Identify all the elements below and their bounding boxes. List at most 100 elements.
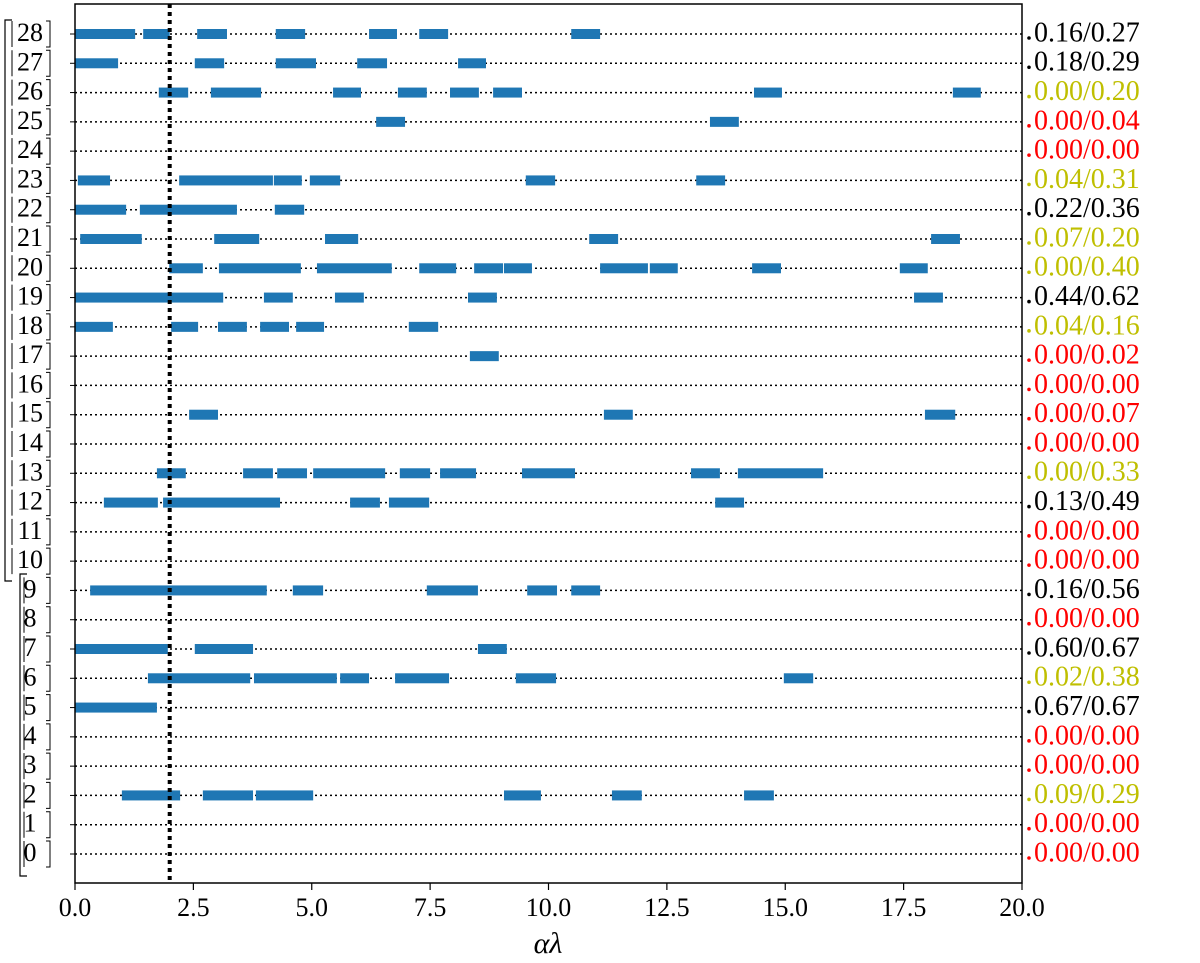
- row-score: 0.00/0.07: [1034, 398, 1140, 429]
- interval-bar: [649, 263, 678, 274]
- row-score: 0.00/0.00: [1034, 135, 1140, 166]
- x-tick-label: 17.5: [881, 893, 927, 922]
- row-label: 19: [17, 282, 43, 311]
- interval-bar: [296, 321, 325, 332]
- score-dot: [1027, 124, 1031, 128]
- interval-bar: [611, 790, 642, 801]
- interval-bar: [914, 292, 943, 303]
- row-label: 26: [17, 77, 43, 106]
- row-label-bracket: [11, 196, 51, 224]
- row-label-bracket: [23, 576, 51, 604]
- row-score: 0.00/0.33: [1034, 457, 1140, 488]
- x-tick-label: 5.0: [296, 893, 329, 922]
- interval-bar: [357, 58, 388, 69]
- interval-bar: [75, 292, 224, 303]
- interval-bar: [600, 263, 648, 274]
- score-dot: [1027, 65, 1031, 70]
- interval-bar: [75, 702, 157, 713]
- interval-bar: [468, 292, 497, 303]
- interval-bar: [603, 409, 633, 420]
- row-label-bracket: [11, 254, 51, 282]
- row-label: 18: [17, 311, 43, 340]
- interval-bar: [189, 409, 218, 420]
- interval-bar: [709, 116, 739, 127]
- interval-bar: [450, 87, 479, 98]
- row-label: 5: [24, 692, 37, 721]
- row-label: 28: [17, 18, 43, 47]
- interval-bar: [419, 263, 457, 274]
- interval-bar: [376, 116, 406, 127]
- interval-bar: [139, 204, 237, 215]
- interval-bar: [503, 790, 541, 801]
- interval-bar: [737, 468, 824, 479]
- row-label: 15: [17, 399, 43, 428]
- x-tick-label: 0.0: [59, 893, 92, 922]
- interval-bar: [158, 87, 189, 98]
- interval-bar: [388, 497, 430, 508]
- interval-bar: [214, 234, 260, 244]
- row-label-bracket: [11, 459, 51, 487]
- row-label: 7: [24, 633, 37, 662]
- row-score: 0.16/0.56: [1034, 574, 1140, 605]
- interval-bar: [274, 204, 305, 215]
- row-score: 0.00/0.00: [1034, 545, 1140, 576]
- row-label: 6: [24, 662, 37, 691]
- row-label: 20: [17, 252, 43, 281]
- interval-bar: [696, 175, 726, 186]
- interval-bar: [458, 58, 486, 69]
- interval-bar: [752, 263, 781, 274]
- interval-bar: [273, 175, 302, 186]
- interval-bar: [75, 29, 136, 39]
- row-label-bracket: [23, 811, 51, 839]
- score-dot: [1027, 416, 1031, 421]
- interval-bar: [477, 644, 507, 654]
- row-label: 25: [17, 106, 43, 135]
- interval-bar: [243, 468, 273, 479]
- interval-bar: [333, 87, 361, 98]
- row-label-bracket: [11, 547, 51, 575]
- score-dot: [1027, 358, 1031, 362]
- interval-bar: [325, 234, 359, 244]
- interval-bar: [316, 263, 392, 274]
- score-dot: [1027, 270, 1031, 275]
- row-label: 4: [24, 721, 37, 750]
- interval-bar: [194, 644, 254, 654]
- row-label: 12: [17, 487, 43, 516]
- score-dot: [1027, 534, 1031, 538]
- row-label-bracket: [11, 430, 51, 458]
- interval-bar: [469, 351, 499, 362]
- score-dot: [1027, 680, 1031, 685]
- interval-bar: [715, 497, 745, 508]
- row-label: 3: [24, 750, 37, 779]
- interval-bar: [217, 321, 247, 332]
- row-label: 11: [17, 516, 42, 545]
- row-label: 23: [17, 164, 43, 193]
- score-dot: [1027, 241, 1031, 245]
- row-score: 0.13/0.49: [1034, 486, 1140, 517]
- interval-bar: [75, 204, 127, 215]
- row-score: 0.22/0.36: [1034, 193, 1140, 224]
- row-score: 0.00/0.00: [1034, 808, 1140, 839]
- score-dot: [1027, 475, 1031, 480]
- score-dot: [1027, 826, 1031, 831]
- interval-bar: [474, 263, 504, 274]
- interval-bar: [171, 321, 199, 332]
- group-brackets: [4, 19, 27, 877]
- interval-bar: [277, 468, 308, 479]
- row-label-bracket: [23, 694, 51, 722]
- row-label: 14: [17, 428, 43, 457]
- interval-bar: [395, 673, 450, 684]
- interval-bar: [197, 29, 227, 39]
- row-label-bracket: [11, 225, 51, 253]
- row-label-bracket: [11, 137, 51, 165]
- interval-bar: [121, 790, 181, 801]
- score-dot: [1027, 856, 1031, 860]
- row-label-bracket: [11, 313, 51, 341]
- row-score: 0.02/0.38: [1034, 662, 1140, 693]
- interval-bar: [163, 497, 281, 508]
- score-dot: [1027, 621, 1031, 626]
- row-label-bracket: [23, 781, 51, 809]
- score-dot: [1027, 94, 1031, 99]
- interval-bar: [169, 263, 203, 274]
